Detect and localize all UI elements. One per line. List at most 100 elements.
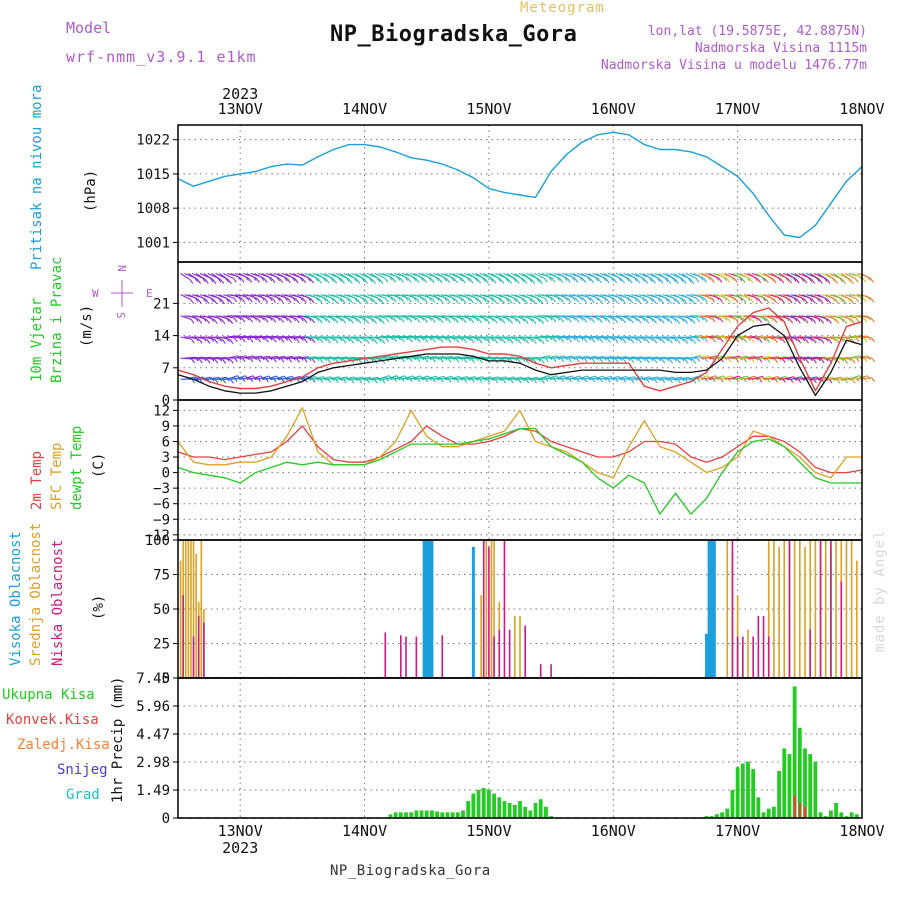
wind-barb — [448, 375, 460, 380]
wind-barb-flag — [766, 338, 771, 343]
wind-barb-flag — [820, 358, 825, 364]
wind-barb-flag — [613, 298, 618, 304]
wind-barb — [436, 273, 447, 280]
wind-barb-flag — [621, 298, 626, 304]
wind-barb — [258, 355, 270, 359]
pressure-point — [534, 196, 537, 199]
wind-barb-flag — [690, 279, 695, 285]
panel-backgrounds — [178, 125, 862, 818]
wind-barb — [778, 336, 791, 340]
wind-barb — [829, 376, 841, 380]
pressure-point — [503, 191, 506, 194]
wind-barb — [332, 336, 344, 340]
wind-barb — [778, 294, 790, 300]
wind-barb-flag — [302, 298, 307, 304]
wind-barb-flag — [849, 279, 854, 285]
wind-barb-flag — [871, 377, 876, 382]
wind-barb-flag — [574, 278, 579, 283]
wind-barb — [196, 336, 207, 340]
wind-barb — [269, 336, 281, 339]
wind-barb — [506, 273, 517, 281]
wind-barb — [666, 357, 678, 360]
precip-total-bar — [497, 797, 502, 818]
wind-barb — [650, 357, 662, 360]
wind-barb — [211, 336, 223, 341]
compass-n: N — [115, 265, 128, 272]
wind-barb-flag — [622, 318, 626, 324]
wind-barb-flag — [691, 299, 696, 305]
wind-barb — [254, 294, 265, 299]
wind-barb — [549, 336, 561, 339]
cloud-low-bar — [524, 625, 526, 678]
wind-barb-flag — [229, 319, 234, 325]
precip-total-bar — [481, 787, 486, 818]
wind-barb-flag — [214, 358, 219, 364]
wind-barb-flag — [197, 299, 202, 304]
wind-barb — [188, 315, 199, 320]
wind-barb-flag — [559, 278, 564, 283]
wind-barb — [471, 376, 483, 380]
wind-barb — [506, 294, 518, 301]
wind-barb-flag — [470, 298, 474, 304]
wind-barb — [440, 375, 452, 380]
panel-bg-2 — [178, 400, 862, 540]
wind-barb-flag — [384, 277, 389, 283]
wind-barb — [522, 336, 534, 341]
wind-barb — [223, 294, 234, 299]
wind-barb — [498, 273, 509, 280]
cloud-low-bar — [767, 636, 770, 678]
precip-total-bar — [709, 816, 714, 818]
wind-barb — [825, 294, 836, 301]
wind-barb — [670, 376, 682, 380]
wind-barb — [782, 356, 794, 359]
wind-barb — [491, 336, 503, 340]
precip-total-bar — [388, 814, 393, 818]
wind-barb — [705, 375, 716, 380]
wind-barb — [413, 273, 424, 280]
wind-barb — [522, 315, 534, 321]
wind-barb — [397, 273, 409, 279]
wind-barb — [541, 315, 553, 319]
wind-barb-flag — [478, 318, 483, 324]
wind-barb-flag — [326, 318, 331, 324]
wind-barb — [444, 273, 455, 280]
wind-barb — [825, 273, 836, 281]
wind-barb-flag — [629, 318, 634, 324]
ytick-label-3-4: 100 — [145, 533, 170, 549]
wind-barb — [308, 315, 320, 320]
wind-barb — [374, 315, 386, 319]
wind-barb-flag — [295, 318, 300, 324]
wind-barb — [607, 375, 619, 380]
precip-total-bar — [740, 763, 745, 818]
cloud-high-bar — [430, 540, 434, 678]
wind-barb — [514, 294, 525, 301]
wind-barb — [188, 336, 200, 340]
wind-barb — [417, 375, 429, 380]
wind-barb — [662, 376, 674, 380]
ytick-label-2-8: 12 — [153, 403, 170, 419]
wind-barb-flag — [659, 279, 664, 284]
cloud-high-bar — [707, 540, 711, 678]
pressure-point — [519, 194, 521, 196]
wind-barb-flag — [373, 339, 378, 344]
cloud-mid-bar — [195, 553, 197, 678]
wind-barb-flag — [416, 337, 421, 343]
pressure-point — [799, 236, 801, 239]
pressure-point — [441, 163, 443, 165]
wind-barb — [440, 355, 452, 359]
wind-barb — [499, 357, 511, 360]
wind-barb-flag — [568, 337, 572, 343]
wind-barb-flag — [257, 337, 262, 343]
wind-barb-flag — [629, 298, 634, 304]
wind-barb — [487, 376, 499, 380]
wind-barb-flag — [622, 358, 627, 363]
wind-barb-flag — [229, 359, 234, 364]
wind-barb — [452, 273, 463, 280]
wind-barb — [514, 273, 525, 281]
wind-barb — [347, 315, 359, 320]
wind-barb — [199, 356, 212, 359]
wind-barb-flag — [342, 338, 347, 344]
wind-barb — [339, 315, 351, 320]
wind-barb — [545, 375, 557, 380]
wind-barb-flag — [478, 358, 483, 364]
